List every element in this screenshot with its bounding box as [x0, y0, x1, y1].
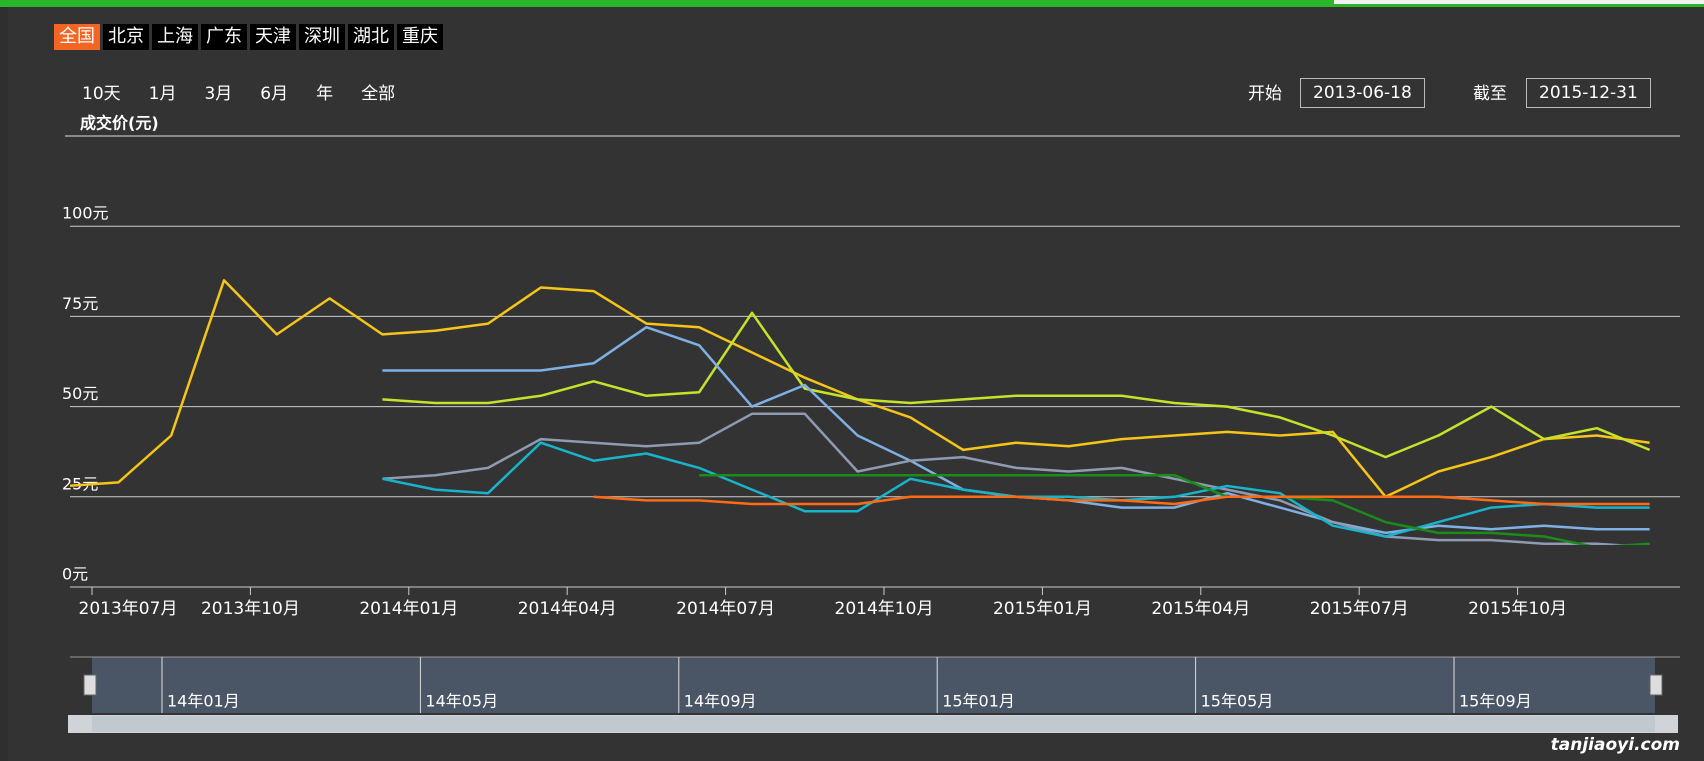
- series-line: [382, 311, 1651, 459]
- x-tick-label: 2015年01月: [993, 599, 1092, 619]
- start-label: 开始: [1248, 84, 1282, 104]
- region-tab[interactable]: 上海: [152, 24, 198, 50]
- region-tab[interactable]: 北京: [103, 24, 149, 50]
- end-date[interactable]: 2015-12-31: [1526, 78, 1651, 108]
- region-tab[interactable]: 湖北: [348, 24, 394, 50]
- navigator-handle-right[interactable]: [1649, 674, 1663, 696]
- series-line: [382, 441, 1650, 538]
- scrollbar-thumb[interactable]: [92, 716, 1655, 732]
- end-label: 截至: [1473, 84, 1507, 104]
- navigator-label: 15年01月: [942, 692, 1015, 711]
- navigator-label: 15年09月: [1459, 692, 1532, 711]
- navigator-label: 14年09月: [684, 692, 757, 711]
- region-tabs: 全国 北京 上海 广东 天津 深圳 湖北 重庆: [54, 24, 443, 50]
- range-buttons: 10天 1月 3月 6月 年 全部: [82, 82, 423, 106]
- region-tab[interactable]: 全国: [54, 24, 100, 50]
- navigator-window[interactable]: [92, 657, 1655, 713]
- x-tick-label: 2014年10月: [835, 599, 934, 619]
- series-line: [382, 325, 1650, 535]
- series-line: [699, 473, 1650, 545]
- region-tab[interactable]: 重庆: [397, 24, 443, 50]
- range-button[interactable]: 6月: [260, 84, 289, 104]
- range-button[interactable]: 3月: [204, 84, 233, 104]
- y-tick-label: 100元: [62, 204, 109, 223]
- top-bar-rest: [1334, 0, 1704, 4]
- region-tab[interactable]: 深圳: [299, 24, 345, 50]
- range-button[interactable]: 年: [316, 84, 334, 104]
- watermark: tanjiaoyi.com: [1550, 735, 1680, 755]
- range-button[interactable]: 全部: [361, 84, 396, 104]
- y-tick-label: 75元: [62, 294, 98, 313]
- x-tick-label: 2014年07月: [676, 599, 775, 619]
- x-tick-label: 2013年07月: [79, 599, 178, 619]
- series-line: [70, 279, 1650, 499]
- y-axis-title: 成交价(元): [80, 114, 159, 133]
- x-tick-label: 2015年04月: [1151, 599, 1250, 619]
- y-tick-label: 50元: [62, 384, 98, 403]
- navigator-label: 15年05月: [1201, 692, 1274, 711]
- series-line: [382, 412, 1635, 545]
- navigator-label: 14年05月: [425, 692, 498, 711]
- start-date[interactable]: 2013-06-18: [1300, 78, 1425, 108]
- x-tick-label: 2015年07月: [1310, 599, 1409, 619]
- x-tick-label: 2014年01月: [359, 599, 458, 619]
- range-button[interactable]: 10天: [82, 84, 121, 104]
- y-tick-label: 0元: [62, 565, 88, 584]
- series-line: [593, 495, 1650, 506]
- panel: [8, 7, 1704, 761]
- region-tab[interactable]: 天津: [250, 24, 296, 50]
- region-tab[interactable]: 广东: [201, 24, 247, 50]
- navigator-label: 14年01月: [167, 692, 240, 711]
- top-bar: [0, 0, 1704, 7]
- navigator-handle-left[interactable]: [83, 674, 97, 696]
- range-button[interactable]: 1月: [148, 84, 177, 104]
- x-tick-label: 2015年10月: [1468, 599, 1567, 619]
- x-tick-label: 2014年04月: [518, 599, 617, 619]
- x-tick-label: 2013年10月: [201, 599, 300, 619]
